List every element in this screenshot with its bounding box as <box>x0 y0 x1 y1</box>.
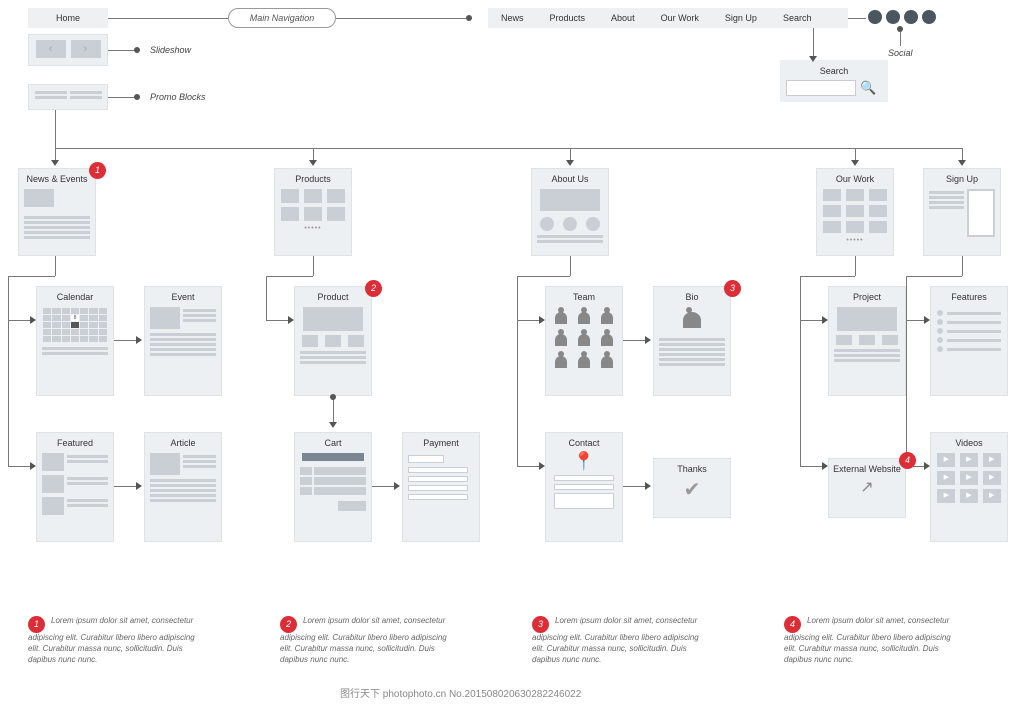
bio-card: Bio <box>653 286 731 396</box>
footnote-4: 4Lorem ipsum dolor sit amet, consectetur… <box>784 616 964 665</box>
badge-2: 2 <box>365 280 382 297</box>
news-card: News & Events <box>18 168 96 256</box>
nav-search[interactable]: Search <box>770 13 825 23</box>
about-card: About Us <box>531 168 609 256</box>
cart-card: Cart <box>294 432 372 542</box>
social-label: Social <box>888 48 913 58</box>
footnote-3: 3Lorem ipsum dolor sit amet, consectetur… <box>532 616 712 665</box>
features-card: Features <box>930 286 1008 396</box>
slideshow-block: ‹ › <box>28 34 108 66</box>
promo-block <box>28 84 108 110</box>
team-card: Team <box>545 286 623 396</box>
badge-1: 1 <box>89 162 106 179</box>
home-button[interactable]: Home <box>28 8 108 28</box>
signup-card: Sign Up <box>923 168 1001 256</box>
videos-card: Videos ▶▶▶ ▶▶▶ ▶▶▶ <box>930 432 1008 542</box>
search-panel: Search 🔍 <box>780 60 888 102</box>
main-nav-pill: Main Navigation <box>228 8 336 28</box>
promo-label: Promo Blocks <box>150 92 206 102</box>
slideshow-label: Slideshow <box>150 45 191 55</box>
nav-about[interactable]: About <box>598 13 648 23</box>
ourwork-card: Our Work ••••• <box>816 168 894 256</box>
payment-card: Payment <box>402 432 480 542</box>
footnote-1: 1Lorem ipsum dolor sit amet, consectetur… <box>28 616 208 665</box>
search-input[interactable] <box>786 80 856 96</box>
event-card: Event <box>144 286 222 396</box>
watermark: 图行天下 photophoto.cn No.201508020630282246… <box>340 685 581 700</box>
product-card: Product <box>294 286 372 396</box>
search-icon[interactable]: 🔍 <box>860 80 876 96</box>
nav-ourwork[interactable]: Our Work <box>648 13 712 23</box>
featured-card: Featured <box>36 432 114 542</box>
nav-news[interactable]: News <box>488 13 537 23</box>
footnote-2: 2Lorem ipsum dolor sit amet, consectetur… <box>280 616 460 665</box>
badge-3: 3 <box>724 280 741 297</box>
external-card: External Website ↗ <box>828 458 906 518</box>
calendar-card: Calendar 8 <box>36 286 114 396</box>
contact-card: Contact 📍 <box>545 432 623 542</box>
nav-bar: News Products About Our Work Sign Up Sea… <box>488 8 848 28</box>
article-card: Article <box>144 432 222 542</box>
nav-products[interactable]: Products <box>537 13 599 23</box>
project-card: Project <box>828 286 906 396</box>
products-card: Products ••••• <box>274 168 352 256</box>
badge-4: 4 <box>899 452 916 469</box>
thanks-card: Thanks ✔ <box>653 458 731 518</box>
nav-signup[interactable]: Sign Up <box>712 13 770 23</box>
